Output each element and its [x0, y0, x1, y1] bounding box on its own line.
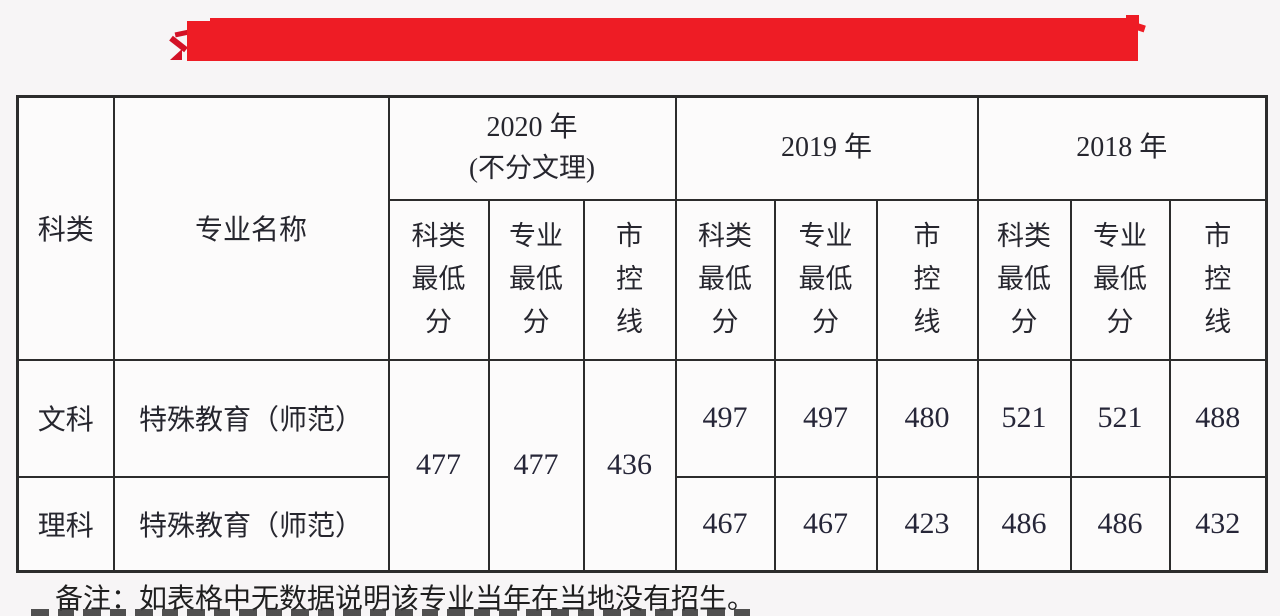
- header-2020-category-min: 科类 最低 分: [387, 198, 490, 361]
- cell-major-wenke: 特殊教育（师范）: [112, 358, 390, 478]
- clipped-text-line: [31, 609, 759, 616]
- header-2019-category-min: 科类 最低 分: [674, 198, 776, 361]
- header-2018-category-min: 科类 最低 分: [976, 198, 1072, 361]
- cell-category-like: 理科: [16, 475, 115, 573]
- header-2019-major-min: 专业 最低 分: [773, 198, 878, 361]
- covered-text-fragment-left-diagonal: [169, 35, 188, 53]
- cell-2019-city-line-wenke: 480: [875, 358, 979, 478]
- header-2018-city-line: 市 控 线: [1168, 198, 1268, 361]
- header-year-2018: 2018 年: [976, 95, 1268, 201]
- header-category: 科类: [16, 95, 115, 361]
- year-2020-label: 2020 年: [486, 112, 578, 144]
- header-year-2019: 2019 年: [674, 95, 979, 201]
- cell-2019-major-min-like: 467: [773, 475, 878, 573]
- cell-2019-city-line-like: 423: [875, 475, 979, 573]
- cell-2020-city-line: 436: [582, 358, 677, 573]
- covered-text-fragment-left-blob: [170, 49, 182, 60]
- cell-2019-category-min-wenke: 497: [674, 358, 776, 478]
- header-year-2020: 2020 年 (不分文理): [387, 95, 677, 201]
- cell-2018-city-line-wenke: 488: [1168, 358, 1268, 478]
- header-2019-city-line: 市 控 线: [875, 198, 979, 361]
- table-row-science: 理科 特殊教育（师范） 467 467 423 486 486 432: [16, 475, 1268, 573]
- cell-major-like: 特殊教育（师范）: [112, 475, 390, 573]
- header-2018-major-min: 专业 最低 分: [1069, 198, 1171, 361]
- header-major: 专业名称: [112, 95, 390, 361]
- cell-2020-major-min: 477: [487, 358, 585, 573]
- cell-category-wenke: 文科: [16, 358, 115, 478]
- table-row-liberal-arts: 文科 特殊教育（师范） 477 477 436 497 497 480 521 …: [16, 358, 1268, 573]
- header-2020-city-line: 市 控 线: [582, 198, 677, 361]
- year-2020-sublabel: (不分文理): [469, 152, 595, 183]
- header-row-subcolumns: 科类 最低 分 专业 最低 分 市 控 线 科类 最低 分 专业 最低 分 市 …: [18, 198, 1268, 361]
- redaction-bar: [210, 18, 1138, 61]
- cell-2020-category-min: 477: [387, 358, 490, 573]
- cell-2018-category-min-wenke: 521: [976, 358, 1072, 478]
- cell-2018-major-min-wenke: 521: [1069, 358, 1171, 478]
- admission-score-table: 科类 专业名称 2020 年 (不分文理) 2019 年 2018 年 科类 最…: [16, 95, 1269, 573]
- cell-2018-major-min-like: 486: [1069, 475, 1171, 573]
- cell-2019-major-min-wenke: 497: [773, 358, 878, 478]
- cell-2018-category-min-like: 486: [976, 475, 1072, 573]
- header-2020-major-min: 专业 最低 分: [487, 198, 585, 361]
- header-row-years: 科类 专业名称 2020 年 (不分文理) 2019 年 2018 年: [16, 95, 1268, 361]
- cell-2019-category-min-like: 467: [674, 475, 776, 573]
- cell-2018-city-line-like: 432: [1168, 475, 1268, 573]
